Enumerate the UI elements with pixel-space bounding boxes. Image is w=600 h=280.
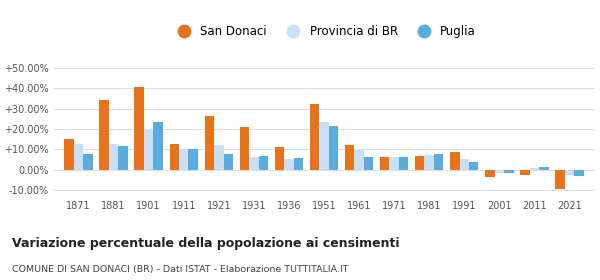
Bar (460, 160, 469, 170)
Bar (275, 147, 284, 170)
Bar (239, 127, 249, 170)
Bar (450, 152, 460, 170)
Bar (284, 160, 293, 170)
Bar (118, 146, 128, 170)
Text: Variazione percentuale della popolazione ai censimenti: Variazione percentuale della popolazione… (12, 237, 400, 249)
Bar (154, 122, 163, 170)
Bar (574, 170, 584, 176)
Bar (520, 170, 530, 175)
Bar (74, 144, 83, 170)
Legend: San Donaci, Provincia di BR, Puglia: San Donaci, Provincia di BR, Puglia (170, 23, 478, 40)
Bar (494, 170, 504, 173)
Bar (310, 104, 319, 170)
Bar (380, 157, 389, 170)
Bar (399, 157, 409, 170)
Bar (485, 170, 494, 177)
Bar (179, 149, 188, 170)
Bar (530, 168, 539, 170)
Bar (434, 154, 443, 170)
Bar (170, 144, 179, 170)
Bar (424, 155, 434, 170)
Bar (565, 170, 574, 175)
Bar (539, 167, 548, 170)
Bar (329, 126, 338, 170)
Bar (415, 157, 424, 170)
Bar (109, 144, 118, 170)
Bar (345, 145, 355, 170)
Bar (555, 170, 565, 189)
Bar (293, 158, 303, 170)
Bar (259, 157, 268, 170)
Bar (134, 87, 144, 170)
Bar (389, 157, 399, 170)
Bar (319, 122, 329, 170)
Bar (224, 154, 233, 170)
Bar (205, 116, 214, 170)
Bar (64, 139, 74, 170)
Bar (469, 162, 478, 170)
Bar (504, 170, 514, 173)
Bar (355, 149, 364, 170)
Bar (188, 149, 198, 170)
Bar (364, 157, 373, 170)
Bar (100, 100, 109, 170)
Bar (83, 154, 93, 170)
Bar (144, 129, 154, 170)
Bar (214, 145, 224, 170)
Bar (249, 157, 259, 170)
Text: COMUNE DI SAN DONACI (BR) - Dati ISTAT - Elaborazione TUTTITALIA.IT: COMUNE DI SAN DONACI (BR) - Dati ISTAT -… (12, 265, 349, 274)
